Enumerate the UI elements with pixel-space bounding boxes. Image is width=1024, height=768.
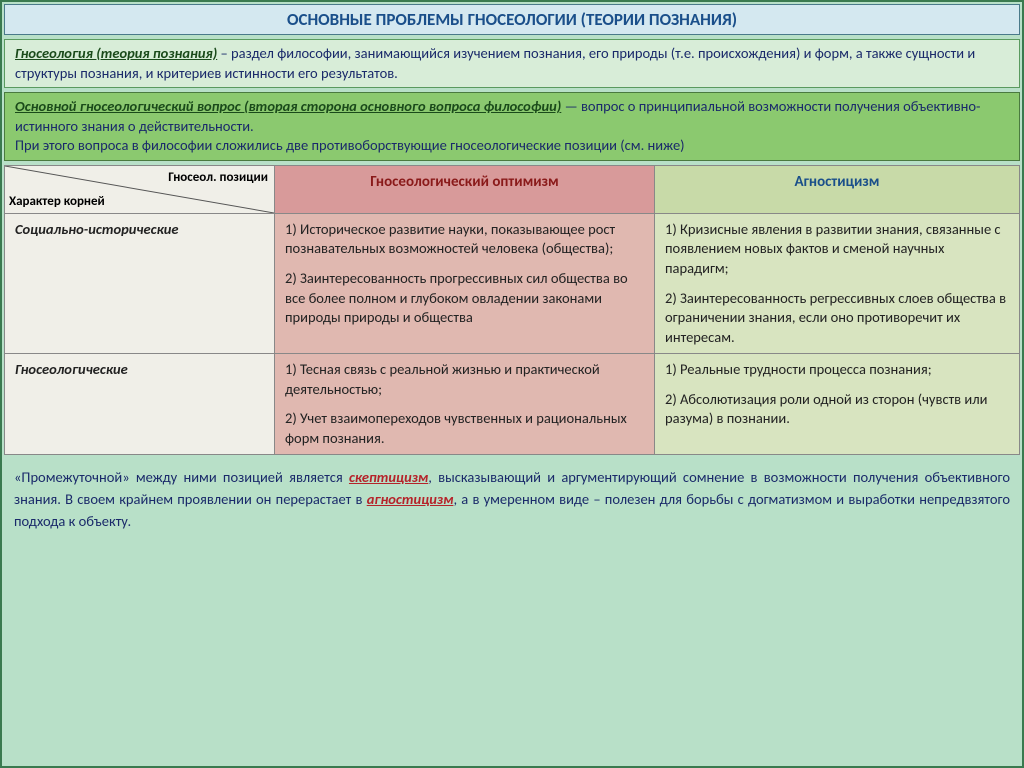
cell-optimism-social: 1) Историческое развитие науки, показыва… <box>275 213 655 353</box>
footer-text: «Промежуточной» между ними позицией явля… <box>14 468 349 486</box>
corner-cell: Гносеол. позиции Характер корней <box>5 165 275 213</box>
page-container: ОСНОВНЫЕ ПРОБЛЕМЫ ГНОСЕОЛОГИИ (ТЕОРИИ ПО… <box>0 0 1024 768</box>
cell-agnosticism-gnoseo: 1) Реальные трудности процесса познания;… <box>655 354 1020 455</box>
cell-text: 1) Реальные трудности процесса познания; <box>665 360 1009 380</box>
cell-text: 1) Кризисные явления в развитии знания, … <box>665 220 1009 279</box>
footer-keyword-agnosticism: агностицизм <box>367 490 454 508</box>
page-title: ОСНОВНЫЕ ПРОБЛЕМЫ ГНОСЕОЛОГИИ (ТЕОРИИ ПО… <box>4 4 1020 35</box>
row-label-social: Социально-исторические <box>5 213 275 353</box>
cell-agnosticism-social: 1) Кризисные явления в развитии знания, … <box>655 213 1020 353</box>
question-term: Основной гносеологический вопрос (вторая… <box>15 97 561 115</box>
definition-term: Гносеология (теория познания) <box>15 44 217 62</box>
cell-text: 2) Абсолютизация роли одной из сторон (ч… <box>665 390 1009 429</box>
table-row: Социально-исторические 1) Историческое р… <box>5 213 1020 353</box>
cell-optimism-gnoseo: 1) Тесная связь с реальной жизнью и прак… <box>275 354 655 455</box>
cell-text: 1) Историческое развитие науки, показыва… <box>285 220 644 259</box>
cell-text: 2) Заинтересованность регрессивных слоев… <box>665 289 1009 348</box>
col-header-agnosticism: Агностицизм <box>655 165 1020 213</box>
col-header-optimism: Гносеологический оптимизм <box>275 165 655 213</box>
question-text-2: При этого вопроса в философии сложились … <box>15 136 685 154</box>
definition-box: Гносеология (теория познания) – раздел ф… <box>4 39 1020 88</box>
comparison-table: Гносеол. позиции Характер корней Гносеол… <box>4 165 1020 456</box>
footer-keyword-skepticism: скептицизм <box>349 468 428 486</box>
cell-text: 2) Заинтересованность прогрессивных сил … <box>285 269 644 328</box>
cell-text: 1) Тесная связь с реальной жизнью и прак… <box>285 360 644 399</box>
row-label-gnoseological: Гносеологические <box>5 354 275 455</box>
table-row: Гносеологические 1) Тесная связь с реаль… <box>5 354 1020 455</box>
corner-label-bottom: Характер корней <box>9 193 105 211</box>
table-header-row: Гносеол. позиции Характер корней Гносеол… <box>5 165 1020 213</box>
corner-label-top: Гносеол. позиции <box>168 169 268 187</box>
question-box: Основной гносеологический вопрос (вторая… <box>4 92 1020 161</box>
cell-text: 2) Учет взаимопереходов чувственных и ра… <box>285 409 644 448</box>
footer-note: «Промежуточной» между ними позицией явля… <box>4 461 1020 540</box>
